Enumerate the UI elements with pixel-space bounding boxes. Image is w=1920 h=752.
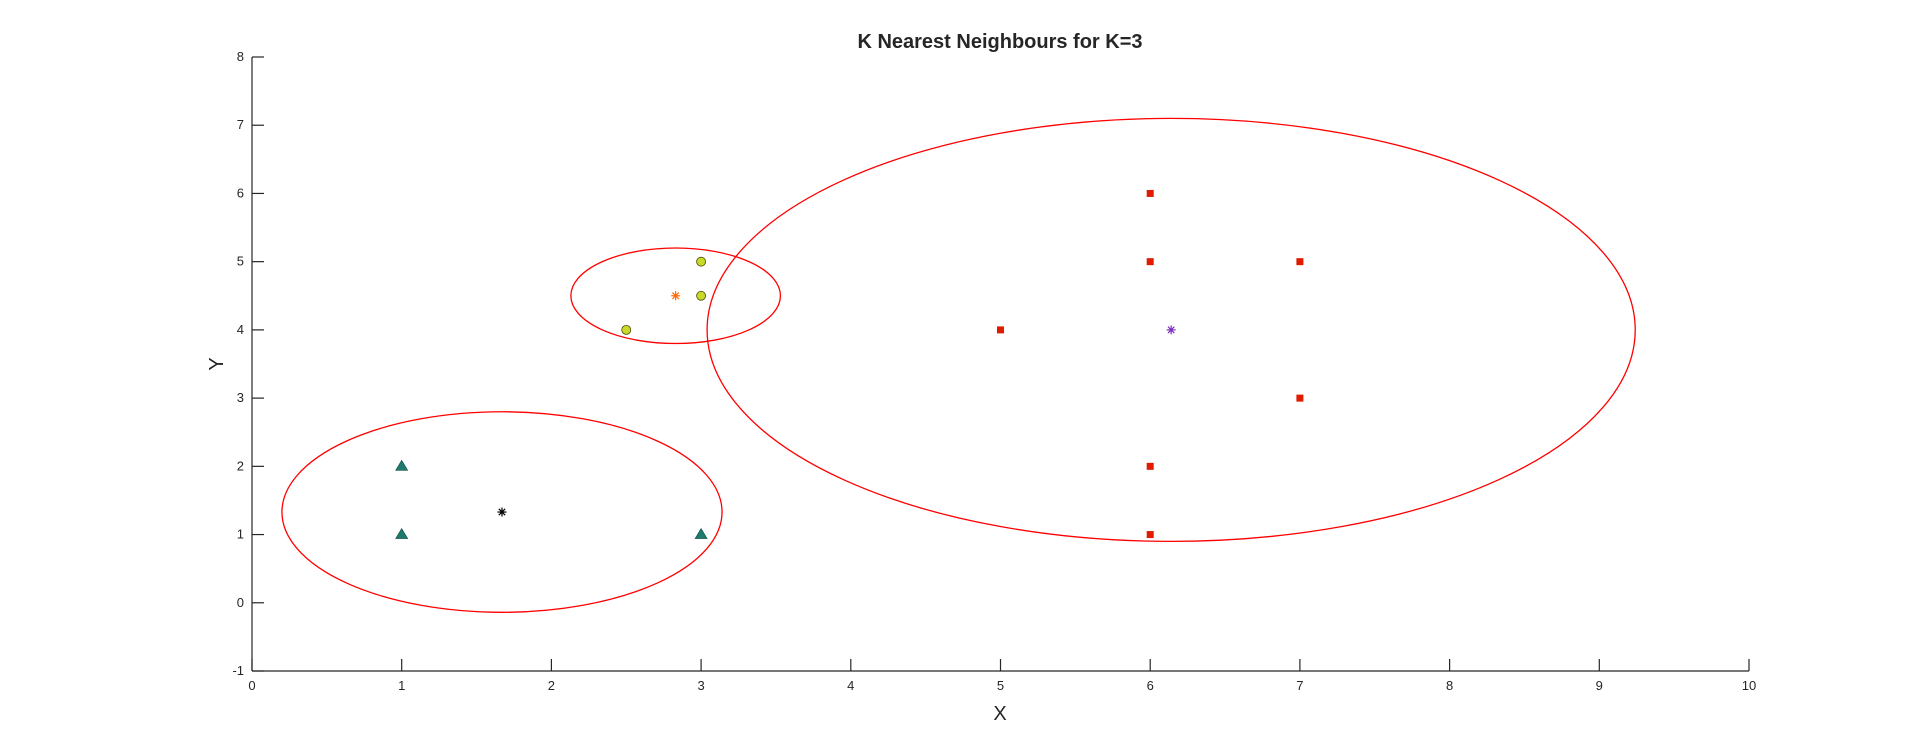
- y-tick-label: 0: [237, 595, 244, 610]
- query-point-asterisk: [671, 291, 681, 301]
- y-tick-label: 4: [237, 322, 244, 337]
- query-points: [497, 291, 1176, 517]
- circle-point: [696, 256, 706, 267]
- circle-point: [696, 290, 706, 301]
- chart-title: K Nearest Neighbours for K=3: [857, 31, 1142, 53]
- square-point: [997, 326, 1004, 334]
- x-tick-label: 7: [1296, 678, 1303, 693]
- x-tick-label: 4: [847, 678, 854, 693]
- neighbourhood-ellipse: [281, 411, 723, 613]
- y-tick-label: 6: [237, 185, 244, 200]
- triangle-point: [395, 459, 409, 471]
- neighbourhood-ellipse: [706, 117, 1636, 543]
- y-tick-label: 3: [237, 390, 244, 405]
- x-tick-label: 8: [1446, 678, 1453, 693]
- y-tick-label: 7: [237, 117, 244, 132]
- y-tick-label: 1: [237, 527, 244, 542]
- square-point: [1296, 258, 1304, 266]
- square-point: [1146, 258, 1154, 266]
- x-tick-label: 0: [248, 678, 255, 693]
- y-tick-label: 8: [237, 49, 244, 64]
- x-tick-label: 10: [1742, 678, 1756, 693]
- neighbourhood-ellipse: [570, 247, 782, 345]
- square-point: [1296, 394, 1304, 402]
- x-tick-label: 1: [398, 678, 405, 693]
- x-axis-label: X: [993, 703, 1006, 725]
- x-tick-label: 9: [1596, 678, 1603, 693]
- query-point-asterisk: [497, 507, 507, 517]
- triangle-point: [395, 527, 409, 539]
- x-tick-label: 3: [697, 678, 704, 693]
- query-point-asterisk: [1166, 325, 1176, 335]
- circle-point: [621, 324, 632, 335]
- y-tick-label: -1: [232, 663, 244, 678]
- axis-ticks: 0 1 2 3 4 5 6 7 8 9 10 -1 0 1 2 3 4 5 6 7 8: [232, 49, 1756, 693]
- square-point: [1146, 189, 1154, 197]
- y-tick-label: 2: [237, 458, 244, 473]
- y-axis-label: Y: [206, 357, 228, 370]
- triangle-point: [694, 527, 708, 539]
- square-point: [1146, 462, 1154, 470]
- x-tick-label: 2: [548, 678, 555, 693]
- square-point: [1146, 531, 1154, 539]
- y-tick-label: 5: [237, 254, 244, 269]
- data-points: [395, 189, 1304, 539]
- x-tick-label: 5: [997, 678, 1004, 693]
- neighbourhood-ellipses: [281, 117, 1636, 613]
- x-tick-label: 6: [1147, 678, 1154, 693]
